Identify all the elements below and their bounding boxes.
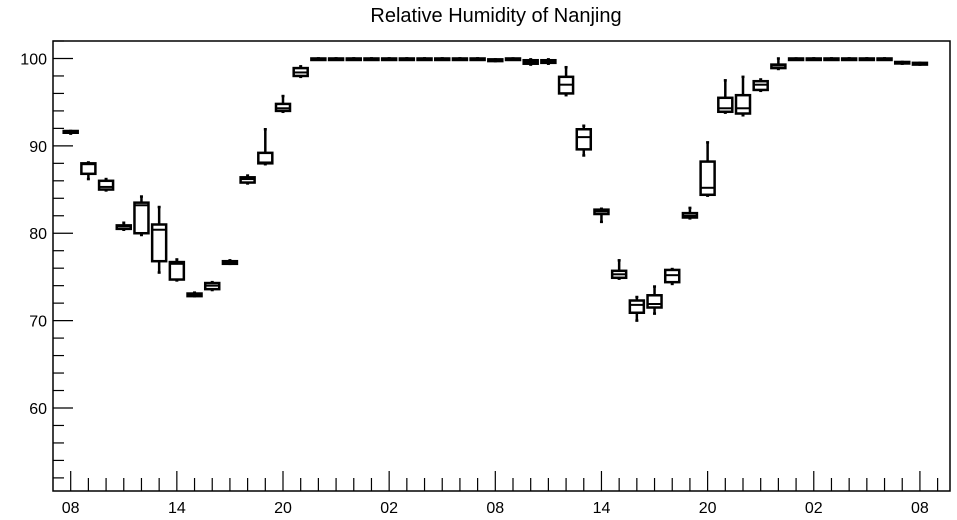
box-iqr [133, 201, 150, 235]
box-item [221, 259, 239, 266]
box-item [911, 61, 929, 66]
box-item [593, 207, 610, 224]
box-item [380, 57, 398, 62]
box-item [823, 57, 840, 62]
box-item [203, 280, 221, 292]
x-tick-label: 02 [805, 500, 823, 517]
box-item [433, 57, 451, 62]
box-iqr [168, 260, 186, 281]
box-item [115, 221, 133, 231]
box-item [363, 57, 380, 62]
chart-title: Relative Humidity of Nanjing [370, 5, 621, 27]
box-item [752, 78, 769, 93]
box-item [416, 57, 433, 62]
box-iqr [717, 96, 734, 114]
y-tick-label: 90 [29, 139, 47, 156]
box-iqr [628, 299, 646, 314]
box-iqr [734, 93, 752, 115]
box-item [239, 174, 256, 185]
box-item [345, 57, 363, 62]
box-item [62, 129, 79, 135]
box-item [610, 259, 628, 280]
box-item [876, 57, 893, 62]
box-item [663, 267, 681, 286]
box-item [398, 57, 416, 62]
box-item [522, 58, 539, 66]
y-tick-label: 60 [29, 401, 47, 418]
x-tick-label: 14 [168, 500, 186, 517]
box-item [699, 141, 716, 197]
x-tick-label: 08 [911, 500, 929, 517]
box-item [787, 57, 805, 62]
box-item [646, 285, 663, 315]
y-tick-label: 70 [29, 314, 47, 331]
box-item [805, 57, 823, 62]
box-item [575, 124, 593, 157]
y-axis: 60 70 80 90 100 [20, 40, 73, 479]
box-item [540, 58, 557, 65]
box-item [487, 58, 504, 63]
box-item [469, 57, 486, 62]
box-item [80, 161, 97, 181]
box-item [133, 195, 150, 237]
box-item [840, 57, 858, 62]
x-tick-label: 08 [62, 500, 80, 517]
box-item [893, 60, 911, 65]
box-item [274, 94, 292, 114]
box-item [557, 65, 575, 97]
x-axis: 08 14 20 02 08 14 20 02 08 [62, 471, 939, 517]
box-item [292, 65, 309, 79]
box-iqr [646, 294, 663, 309]
box-item [717, 79, 734, 114]
x-tick-label: 20 [274, 500, 292, 517]
box-item [97, 177, 115, 192]
box-item [168, 258, 186, 282]
x-tick-label: 14 [593, 500, 611, 517]
box-iqr [97, 179, 115, 191]
box-iqr [575, 128, 593, 151]
box-iqr [150, 223, 168, 263]
box-iqr [699, 160, 716, 197]
y-tick-label: 80 [29, 226, 47, 243]
box-item [257, 128, 274, 166]
box-item [150, 205, 168, 274]
box-item [186, 291, 203, 298]
box-item [327, 57, 345, 62]
plot-frame [52, 40, 951, 492]
box-item [628, 295, 646, 322]
box-item [504, 57, 522, 62]
box-item [310, 57, 327, 62]
box-item [681, 206, 699, 220]
box-item [451, 57, 469, 62]
box-item [858, 57, 876, 62]
x-tick-label: 20 [699, 500, 717, 517]
x-tick-label: 08 [486, 500, 504, 517]
box-item [770, 57, 787, 71]
x-tick-label: 02 [380, 500, 398, 517]
box-item [734, 75, 752, 117]
box-series [62, 57, 929, 322]
y-tick-label: 100 [20, 51, 47, 68]
